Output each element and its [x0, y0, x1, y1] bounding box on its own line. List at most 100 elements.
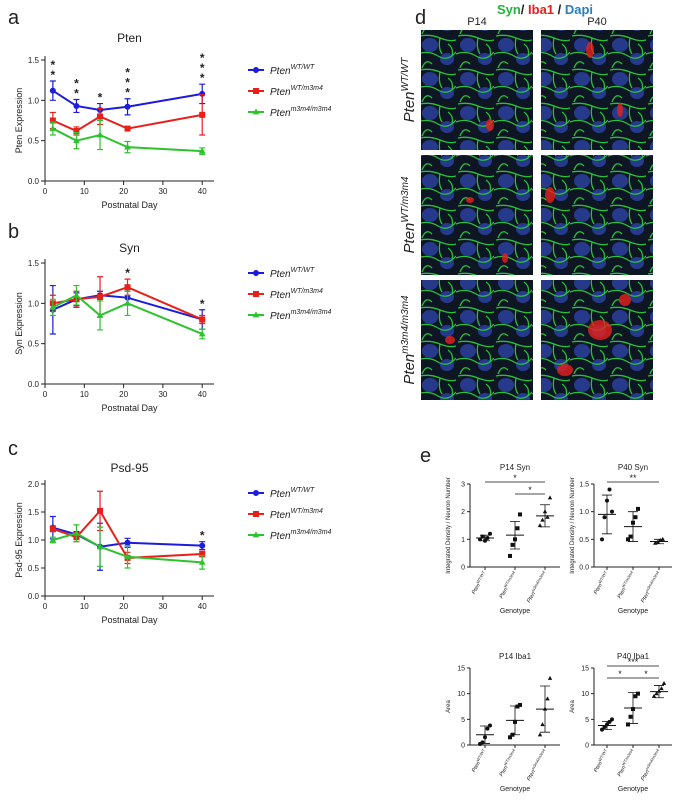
micrograph — [421, 280, 533, 400]
y-tick-label: 1 — [461, 537, 465, 544]
marker — [545, 696, 550, 701]
marker — [49, 525, 56, 532]
marker — [198, 330, 206, 337]
category-name: Pten — [617, 765, 628, 778]
legend-label: Ptenm3m4/m3m4 — [270, 106, 332, 119]
micrograph — [421, 155, 533, 275]
category-name: Pten — [617, 587, 628, 600]
y-axis-label: Syn Expression — [14, 292, 24, 355]
significance: * — [528, 485, 532, 495]
x-tick-label: Ptenm3m4/m3m4 — [638, 569, 663, 604]
category-name: Pten — [471, 583, 482, 596]
x-tick-label: 40 — [198, 602, 207, 611]
y-tick-label: 0.5 — [579, 537, 589, 544]
sd-bar — [510, 520, 520, 550]
marker — [515, 526, 520, 531]
marker — [607, 719, 612, 724]
marker — [252, 531, 260, 538]
y-tick-label: 1.0 — [28, 536, 40, 545]
panel-label: d — [415, 7, 426, 29]
y-tick-label: 2.0 — [28, 480, 40, 489]
row-sup: WT/WT — [400, 57, 411, 92]
marker — [547, 675, 553, 680]
chart-title: Psd-95 — [110, 461, 148, 475]
x-tick-label: 0 — [43, 390, 48, 399]
legend-label: PtenWT/WT — [270, 267, 315, 280]
marker — [485, 726, 490, 731]
x-tick-label: Ptenm3m4/m3m4 — [524, 569, 549, 604]
marker — [49, 303, 57, 310]
line-chart: c Psd-95 Postnatal Day Psd-95 Expression 0.0… — [8, 438, 332, 625]
legend-name: Pten — [270, 108, 291, 119]
category-sup: WT/WT — [597, 570, 608, 585]
y-axis-label: Integrated Density / Neuron Number — [570, 477, 576, 573]
x-tick-label: Ptenm3m4/m3m4 — [638, 747, 663, 782]
y-tick-label: 15 — [457, 666, 465, 673]
marker — [124, 143, 131, 150]
category-sup: WT/m3m4 — [621, 569, 635, 588]
category-name: Pten — [640, 769, 651, 782]
legend-name: Pten — [270, 510, 291, 521]
marker — [508, 735, 512, 740]
marker — [607, 487, 612, 492]
x-tick-label: PtenWT/WT — [591, 748, 611, 774]
marker — [628, 714, 633, 719]
x-tick-label: 30 — [158, 390, 167, 399]
marker — [626, 537, 630, 542]
legend-name: Pten — [270, 87, 291, 98]
y-tick-label: 0.0 — [28, 592, 40, 601]
x-tick-label: 40 — [198, 390, 207, 399]
marker — [124, 299, 131, 306]
sd-bar — [628, 511, 638, 542]
x-tick-label: 20 — [119, 390, 128, 399]
x-tick-label: 0 — [43, 602, 48, 611]
panel-label: e — [420, 445, 431, 467]
marker — [96, 543, 104, 550]
category-name: Pten — [593, 583, 604, 596]
marker — [49, 117, 56, 124]
micrograph — [541, 30, 653, 150]
category-sup: m3m4/m3m4 — [644, 747, 660, 770]
marker — [252, 108, 260, 115]
legend-name: Pten — [270, 269, 291, 280]
legend-name: Pten — [270, 489, 291, 500]
x-axis-label: Postnatal Day — [101, 615, 158, 625]
legend-label: PtenWT/m3m4 — [270, 508, 323, 521]
chart-title: Pten — [117, 31, 142, 45]
dot-plot: e P14 Syn Genotype Integrated Density / Neu… — [420, 445, 560, 615]
x-tick-label: 20 — [119, 602, 128, 611]
y-tick-label: 0 — [585, 743, 589, 750]
y-tick-label: 0.0 — [28, 380, 40, 389]
sd-bar — [540, 504, 550, 528]
panel-label: c — [8, 438, 18, 460]
marker — [73, 291, 80, 298]
sd-bar — [602, 720, 612, 730]
marker — [73, 137, 80, 144]
marker — [49, 124, 57, 131]
row-name: Pten — [401, 223, 418, 254]
row-sup: WT/m3m4 — [400, 176, 411, 223]
row-label: PtenWT/m3m4 — [400, 176, 418, 253]
marker — [97, 293, 104, 300]
marker — [540, 722, 545, 727]
y-tick-label: 0.5 — [28, 564, 40, 573]
marker — [199, 316, 206, 323]
marker — [199, 542, 206, 549]
category-sup: WT/WT — [597, 748, 608, 763]
x-axis-label: Postnatal Day — [101, 200, 158, 210]
marker — [547, 495, 553, 500]
chart-title: P40 Iba1 — [617, 652, 650, 661]
marker — [96, 311, 104, 318]
marker — [636, 691, 640, 696]
sd-bar — [540, 685, 550, 733]
panel-label: b — [8, 221, 19, 243]
x-tick-label: PtenWT/m3m4 — [615, 747, 637, 777]
marker — [628, 534, 633, 539]
iba1-cells — [445, 42, 631, 376]
sd-bar — [628, 692, 638, 724]
row-label: Ptenm3m4/m3m4 — [400, 295, 418, 385]
marker — [518, 512, 522, 517]
significance: * — [121, 266, 135, 276]
legend-sup: WT/m3m4 — [291, 85, 323, 92]
y-axis-label: Area — [570, 700, 576, 713]
